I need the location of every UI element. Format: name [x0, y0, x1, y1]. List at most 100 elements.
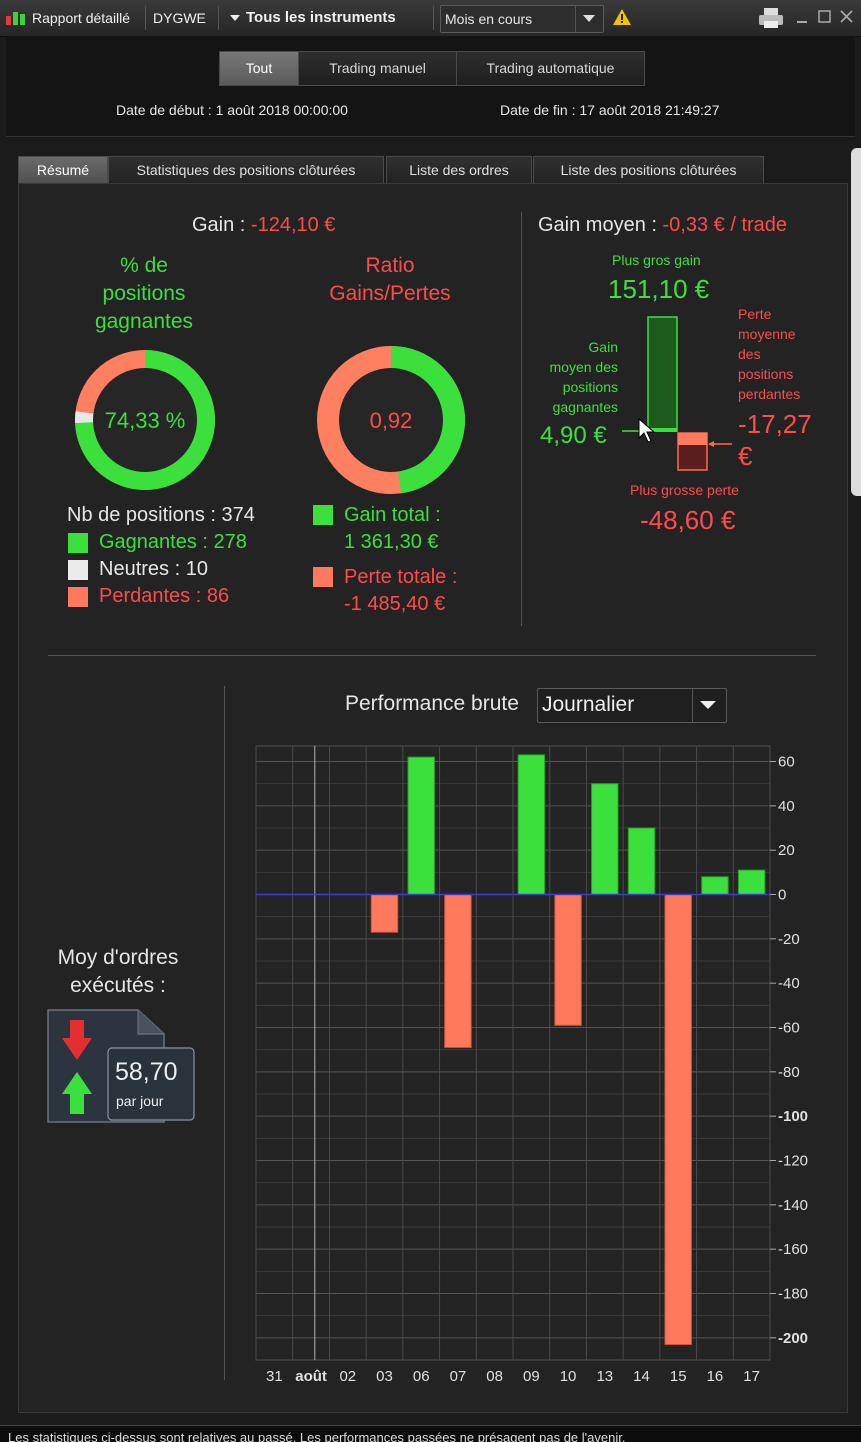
arrow-up-icon: [62, 1072, 92, 1114]
neutral-swatch: [68, 560, 88, 580]
bar-10: [554, 894, 582, 1026]
losers-label: Perdantes : 86: [99, 585, 230, 607]
y-tick-label: -100: [778, 1108, 808, 1125]
avg-gain-row: Gain moyen : -0,33 € / trade: [538, 214, 787, 237]
start-date: Date de début : 1 août 2018 00:00:00: [116, 102, 348, 118]
y-tick-label: -120: [778, 1153, 808, 1170]
avg-gain-label: Gain moyen :: [538, 214, 663, 236]
chevron-down-icon: [583, 15, 595, 22]
bar-09: [517, 754, 546, 896]
y-tick-label: -180: [778, 1286, 808, 1303]
instruments-label: Tous les instruments: [246, 9, 396, 26]
x-tick-label: 17: [743, 1368, 760, 1385]
ratio-title: Ratio Gains/Pertes: [329, 254, 451, 305]
arrow-down-icon: [62, 1020, 92, 1060]
bar-14: [627, 827, 656, 896]
y-tick-label: -80: [778, 1064, 800, 1081]
x-tick-label: 09: [523, 1368, 540, 1385]
tab-orders[interactable]: Liste des ordres: [386, 156, 532, 184]
x-tick-label: 14: [633, 1368, 650, 1385]
ratio-value: 0,92: [370, 408, 413, 433]
vertical-divider: [521, 212, 522, 626]
bar-06: [407, 756, 435, 896]
minimize-icon[interactable]: [796, 10, 808, 24]
winners-swatch: [68, 533, 88, 553]
x-tick-label: 16: [707, 1368, 724, 1385]
avg-winning-value: 4,90 €: [540, 422, 607, 449]
period-dropdown[interactable]: Mois en cours: [440, 5, 604, 33]
bar-07: [444, 894, 472, 1048]
total-loss-label: Perte totale :: [344, 566, 458, 588]
chevron-down-icon: [700, 701, 716, 709]
account-label[interactable]: DYGWE: [153, 10, 206, 26]
y-tick-label: 20: [778, 842, 795, 859]
chart-left-divider: [224, 686, 225, 1380]
x-tick-label: 31: [266, 1368, 283, 1385]
frequency-value: Journalier: [542, 693, 635, 716]
performance-title: Performance brute: [345, 692, 519, 715]
avg-losing-value: -17,27 €: [738, 409, 812, 471]
biggest-gain-bar: [647, 316, 678, 432]
x-tick-label: 03: [376, 1368, 393, 1385]
segment-automatic[interactable]: Trading automatique: [456, 51, 645, 86]
tab-closed-stats[interactable]: Statistiques des positions clôturées: [108, 156, 384, 184]
total-gain-label: Gain total :: [344, 504, 441, 526]
title-bar: Rapport détaillé DYGWE Tous les instrume…: [0, 0, 861, 37]
x-tick-label: août: [295, 1368, 327, 1385]
instruments-dropdown[interactable]: Tous les instruments: [226, 0, 426, 36]
winners-label: Gagnantes : 278: [99, 531, 247, 553]
x-tick-label: 02: [339, 1368, 356, 1385]
gain-loss-bars: [622, 316, 732, 471]
gain-value: -124,10 €: [250, 214, 336, 236]
bar-03: [370, 894, 399, 933]
y-tick-label: -200: [778, 1330, 808, 1347]
x-tick-label: 13: [596, 1368, 613, 1385]
close-icon[interactable]: [840, 10, 853, 23]
y-tick-label: -140: [778, 1197, 808, 1214]
avg-gain-value: -0,33 € / trade: [662, 214, 788, 236]
x-tick-label: 15: [670, 1368, 687, 1385]
disclaimer-text: Les statistiques ci-dessus sont relative…: [8, 1430, 626, 1442]
total-loss-value: -1 485,40 €: [344, 593, 446, 615]
warning-icon[interactable]: [612, 8, 632, 26]
end-date: Date de fin : 17 août 2018 21:49:27: [500, 102, 720, 118]
x-tick-label: 06: [413, 1368, 430, 1385]
total-loss-swatch: [313, 567, 333, 587]
y-tick-label: -20: [778, 931, 800, 948]
biggest-loss-label: Plus grosse perte: [630, 482, 739, 498]
avg-loss-marker: [678, 433, 707, 445]
print-icon[interactable]: [758, 7, 784, 29]
performance-chart: 60 40 20 0 -20 -40 -60 -80 -100 -120 -140 -160 -180 -…: [255, 745, 808, 1385]
bar-15: [664, 894, 692, 1345]
chart-logo-icon: [6, 12, 25, 25]
neutral-label: Neutres : 10: [99, 558, 208, 580]
losers-swatch: [68, 587, 88, 607]
avg-losing-label: Perte moyenne des positions perdantes: [738, 306, 801, 402]
segment-manual[interactable]: Trading manuel: [298, 51, 457, 86]
tab-closed-positions[interactable]: Liste des positions clôturées: [533, 156, 764, 184]
avg-winning-label: Gain moyen des positions gagnantes: [549, 339, 618, 415]
scrollbar[interactable]: [851, 148, 861, 496]
y-tick-label: 0: [778, 887, 786, 904]
segment-all[interactable]: Tout: [219, 51, 299, 86]
x-tick-label: 08: [486, 1368, 503, 1385]
maximize-icon[interactable]: [818, 10, 831, 23]
total-gain-value: 1 361,30 €: [344, 531, 439, 553]
biggest-loss-value: -48,60 €: [640, 505, 736, 535]
frequency-dropdown[interactable]: Journalier: [537, 688, 727, 723]
mouse-cursor-icon: [638, 418, 656, 443]
tab-summary[interactable]: Résumé: [18, 156, 108, 184]
horizontal-divider: [48, 655, 816, 656]
disclaimer-bar: Les statistiques ci-dessus sont relative…: [0, 1425, 861, 1442]
nb-positions: Nb de positions : 374: [67, 504, 255, 526]
gain-row: Gain : -124,10 €: [192, 214, 335, 237]
y-tick-label: 40: [778, 798, 795, 815]
total-gain-swatch: [313, 505, 333, 525]
win-pct-value: 74,33 %: [105, 408, 186, 433]
bar-13: [591, 783, 619, 896]
y-tick-label: -40: [778, 975, 800, 992]
bar-16: [701, 876, 729, 896]
x-tick-label: 10: [560, 1368, 577, 1385]
win-pct-donut: 74,33 %: [75, 350, 216, 490]
y-tick-label: -60: [778, 1020, 800, 1037]
